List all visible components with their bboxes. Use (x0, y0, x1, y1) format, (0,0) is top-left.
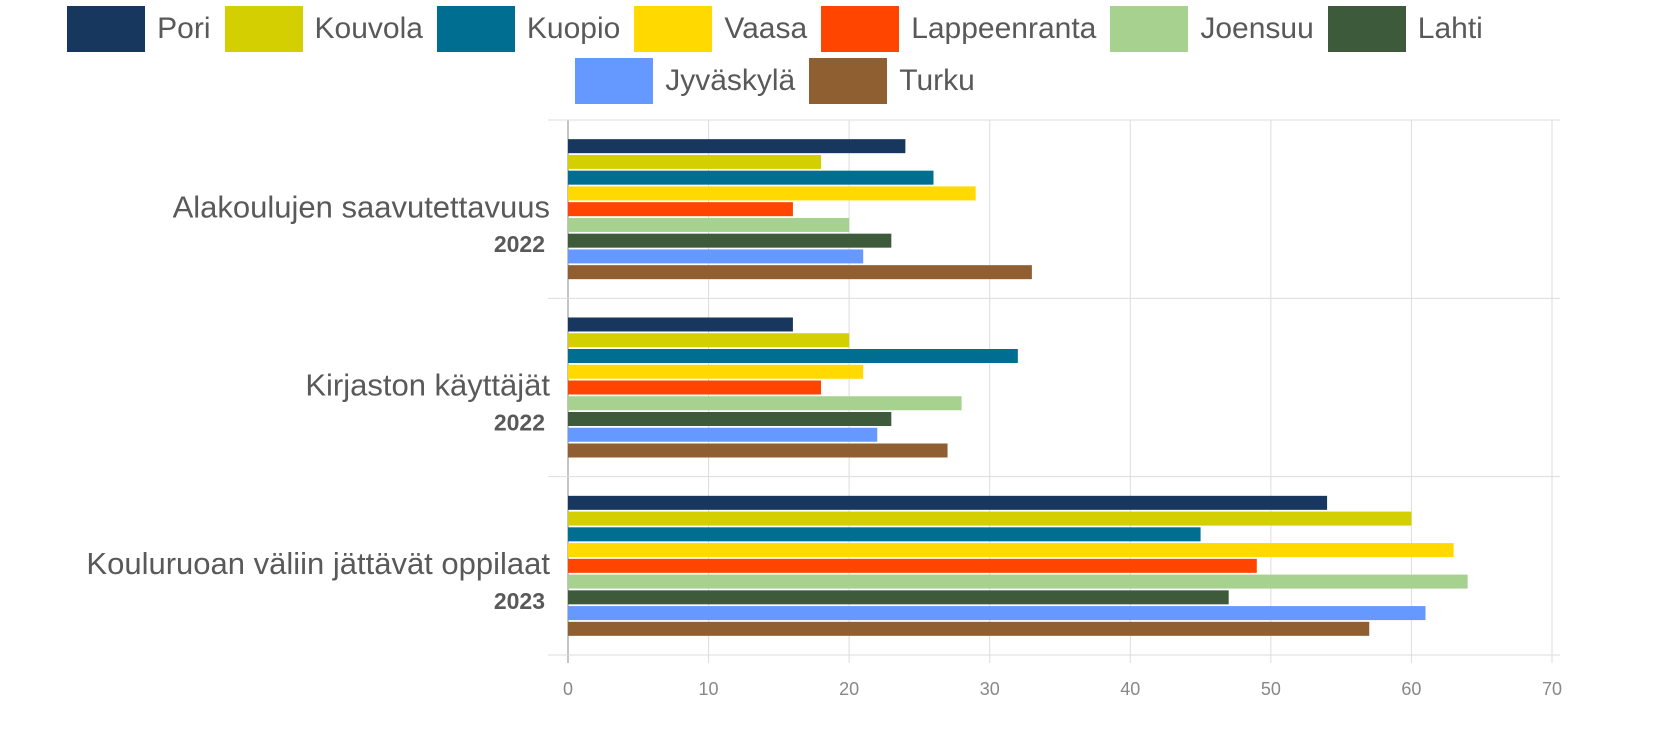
bar (568, 349, 1018, 363)
bar (568, 590, 1229, 605)
category-year: 2022 (494, 410, 545, 436)
legend-label: Pori (157, 12, 211, 45)
bar (568, 427, 878, 442)
bar (568, 574, 1468, 589)
legend-item: Kouvola (224, 6, 423, 52)
legend-item: Joensuu (1110, 6, 1314, 52)
bar (568, 621, 1370, 636)
bar (568, 265, 1032, 280)
bar (568, 495, 1328, 510)
x-tick-label: 40 (1120, 679, 1140, 699)
x-tick-label: 0 (563, 679, 573, 699)
x-tick-label: 50 (1261, 679, 1281, 699)
legend-item: Pori (67, 6, 211, 52)
category-year: 2022 (494, 231, 545, 257)
bar (568, 249, 864, 264)
legend-swatch (224, 6, 303, 52)
category-label: Kirjaston käyttäjät (305, 368, 550, 403)
legend-label: Turku (899, 64, 975, 97)
x-tick-label: 10 (699, 679, 719, 699)
x-tick-label: 30 (980, 679, 1000, 699)
legend: Pori Kouvola Kuopio Vaasa Lappeenranta Joensu… (0, 6, 1550, 104)
category-year: 2023 (494, 588, 545, 614)
legend-swatch (821, 6, 900, 52)
bar (568, 558, 1257, 573)
bar (568, 333, 850, 348)
x-tick-label: 60 (1401, 679, 1421, 699)
bar (568, 186, 976, 201)
legend-item: Lappeenranta (821, 6, 1096, 52)
legend-swatch (1110, 6, 1189, 52)
bar (568, 527, 1201, 542)
x-tick-label: 70 (1542, 679, 1562, 699)
bar (568, 317, 793, 332)
legend-item: Turku (809, 58, 975, 104)
legend-swatch (67, 6, 146, 52)
legend-label: Kouvola (314, 12, 423, 45)
legend-swatch (575, 58, 654, 104)
legend-swatch (809, 58, 888, 104)
legend-swatch (634, 6, 713, 52)
category-label: Alakoulujen saavutettavuus (173, 189, 550, 224)
legend-label: Lappeenranta (911, 12, 1097, 45)
legend-item: Lahti (1327, 6, 1483, 52)
legend-label: Lahti (1417, 12, 1483, 45)
legend-swatch (436, 6, 515, 52)
legend-item: Kuopio (436, 6, 621, 52)
bar (568, 396, 962, 411)
category-label: Kouluruoan väliin jättävät oppilaat (86, 546, 550, 581)
bar (568, 154, 822, 169)
legend-swatch (1327, 6, 1406, 52)
bar (568, 443, 948, 458)
bar (568, 364, 864, 379)
legend-label: Kuopio (526, 12, 621, 45)
bar (568, 606, 1426, 621)
bar (568, 412, 892, 426)
legend-item: Jyväskylä (575, 58, 795, 104)
bar (568, 139, 906, 154)
legend-label: Vaasa (724, 12, 808, 45)
bar (568, 202, 793, 217)
legend-label: Joensuu (1200, 12, 1314, 45)
legend-label: Jyväskylä (665, 64, 796, 97)
bar (568, 217, 850, 232)
bar (568, 543, 1454, 558)
bar (568, 233, 892, 248)
bar (568, 380, 822, 395)
legend-item: Vaasa (634, 6, 807, 52)
bar (568, 511, 1412, 526)
bar (568, 170, 934, 185)
x-tick-label: 20 (839, 679, 859, 699)
